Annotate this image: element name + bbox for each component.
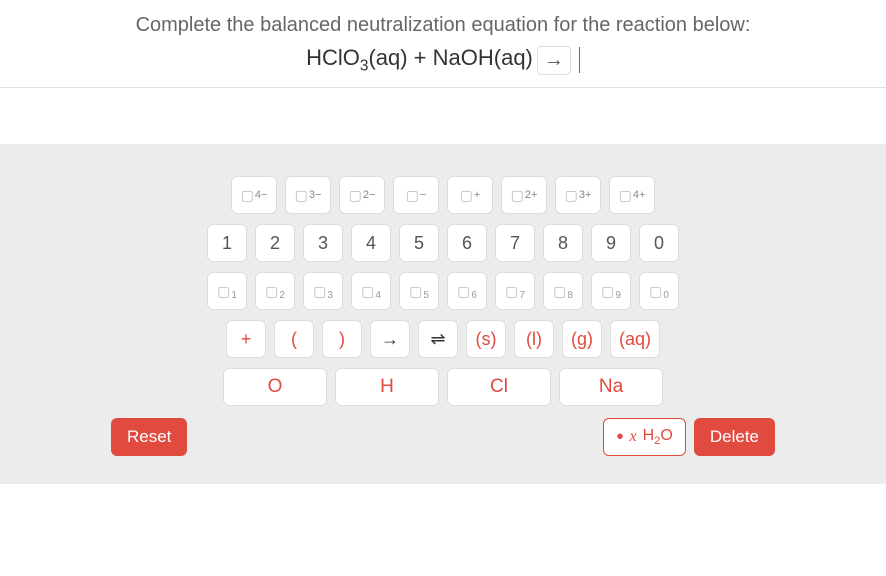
element-key-na[interactable]: Na bbox=[559, 368, 663, 406]
xh2o-button[interactable]: • x H2O bbox=[603, 418, 685, 456]
question-prompt: Complete the balanced neutralization equ… bbox=[20, 14, 866, 37]
element-key-cl[interactable]: Cl bbox=[447, 368, 551, 406]
subscript-key-4[interactable]: ▢4 bbox=[351, 272, 391, 310]
charge-key-4+[interactable]: ▢4+ bbox=[609, 176, 655, 214]
x-variable: x bbox=[630, 428, 637, 446]
charge-key-2−[interactable]: ▢2− bbox=[339, 176, 385, 214]
digit-key-7[interactable]: 7 bbox=[495, 224, 535, 262]
equation-lhs: HClO3(aq) + NaOH(aq) bbox=[306, 45, 533, 75]
state-l-key[interactable]: (l) bbox=[514, 320, 554, 358]
subscript-key-1[interactable]: ▢1 bbox=[207, 272, 247, 310]
digit-key-3[interactable]: 3 bbox=[303, 224, 343, 262]
digit-key-8[interactable]: 8 bbox=[543, 224, 583, 262]
equilibrium-key[interactable]: ⇌ bbox=[418, 320, 458, 358]
digit-key-0[interactable]: 0 bbox=[639, 224, 679, 262]
question-area: Complete the balanced neutralization equ… bbox=[0, 0, 886, 88]
arrow-key[interactable]: → bbox=[370, 320, 410, 358]
digit-key-1[interactable]: 1 bbox=[207, 224, 247, 262]
subscript-key-7[interactable]: ▢7 bbox=[495, 272, 535, 310]
equation-display[interactable]: HClO3(aq) + NaOH(aq) → bbox=[306, 45, 580, 75]
arrow-box: → bbox=[537, 46, 571, 75]
digit-key-5[interactable]: 5 bbox=[399, 224, 439, 262]
subscript-key-2[interactable]: ▢2 bbox=[255, 272, 295, 310]
h2o-label: H2O bbox=[643, 427, 673, 447]
subscript-key-6[interactable]: ▢6 bbox=[447, 272, 487, 310]
digit-key-9[interactable]: 9 bbox=[591, 224, 631, 262]
charge-key-−[interactable]: ▢− bbox=[393, 176, 439, 214]
charge-key-4−[interactable]: ▢4− bbox=[231, 176, 277, 214]
state-aq-key[interactable]: (aq) bbox=[610, 320, 660, 358]
subscript-key-5[interactable]: ▢5 bbox=[399, 272, 439, 310]
digit-key-6[interactable]: 6 bbox=[447, 224, 487, 262]
subscript-row: ▢1▢2▢3▢4▢5▢6▢7▢8▢9▢0 bbox=[207, 272, 679, 310]
charge-key-2+[interactable]: ▢2+ bbox=[501, 176, 547, 214]
action-row: Reset • x H2O Delete bbox=[111, 418, 775, 456]
state-s-key[interactable]: (s) bbox=[466, 320, 506, 358]
subscript-key-0[interactable]: ▢0 bbox=[639, 272, 679, 310]
digit-key-4[interactable]: 4 bbox=[351, 224, 391, 262]
keypad: ▢4−▢3−▢2−▢−▢+▢2+▢3+▢4+ 1234567890 ▢1▢2▢3… bbox=[0, 144, 886, 484]
delete-button[interactable]: Delete bbox=[694, 418, 775, 456]
operator-row: + ( ) → ⇌ (s) (l) (g) (aq) bbox=[226, 320, 660, 358]
rparen-key[interactable]: ) bbox=[322, 320, 362, 358]
charge-key-3+[interactable]: ▢3+ bbox=[555, 176, 601, 214]
element-key-h[interactable]: H bbox=[335, 368, 439, 406]
state-g-key[interactable]: (g) bbox=[562, 320, 602, 358]
right-actions: • x H2O Delete bbox=[603, 418, 775, 456]
reset-button[interactable]: Reset bbox=[111, 418, 187, 456]
text-cursor bbox=[579, 47, 580, 73]
charge-key-+[interactable]: ▢+ bbox=[447, 176, 493, 214]
subscript-key-8[interactable]: ▢8 bbox=[543, 272, 583, 310]
element-key-o[interactable]: O bbox=[223, 368, 327, 406]
subscript-key-9[interactable]: ▢9 bbox=[591, 272, 631, 310]
element-row: OHClNa bbox=[223, 368, 663, 406]
digit-row: 1234567890 bbox=[207, 224, 679, 262]
plus-key[interactable]: + bbox=[226, 320, 266, 358]
charge-key-3−[interactable]: ▢3− bbox=[285, 176, 331, 214]
digit-key-2[interactable]: 2 bbox=[255, 224, 295, 262]
lparen-key[interactable]: ( bbox=[274, 320, 314, 358]
subscript-key-3[interactable]: ▢3 bbox=[303, 272, 343, 310]
charge-row: ▢4−▢3−▢2−▢−▢+▢2+▢3+▢4+ bbox=[231, 176, 655, 214]
